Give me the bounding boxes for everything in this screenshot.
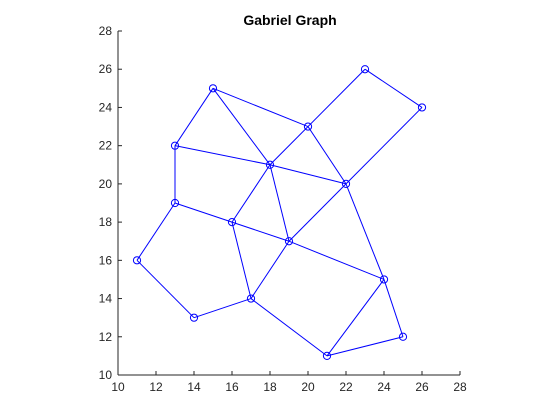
graph-node: [341, 179, 351, 188]
graph-edge: [174, 145, 271, 166]
graph-edge: [231, 221, 290, 242]
graph-edges: [136, 68, 423, 357]
graph-edge: [326, 279, 385, 357]
y-tick-label: 14: [99, 292, 113, 306]
chart-title: Gabriel Graph: [243, 12, 336, 28]
x-tick-label: 18: [263, 380, 277, 394]
y-tick-label: 22: [99, 139, 113, 153]
graph-edge: [212, 87, 309, 128]
graph-edge: [136, 259, 195, 319]
y-tick-label: 16: [99, 253, 113, 267]
y-tick-label: 28: [99, 24, 113, 38]
x-tick-label: 12: [149, 380, 163, 394]
graph-node: [303, 122, 313, 131]
graph-node: [132, 256, 142, 265]
x-tick-label: 14: [187, 380, 201, 394]
graph-edge: [231, 221, 252, 299]
graph-node: [208, 84, 218, 93]
graph-node: [417, 103, 427, 112]
graph-edge: [250, 240, 290, 299]
graph-edge: [174, 88, 214, 146]
graph-edge: [307, 126, 347, 185]
graph-edge: [345, 107, 423, 185]
x-tick-label: 24: [377, 380, 391, 394]
y-tick-label: 20: [99, 177, 113, 191]
graph-edge: [136, 202, 176, 261]
graph-nodes: [132, 65, 427, 360]
graph-node: [398, 332, 408, 341]
graph-node: [284, 237, 294, 246]
graph-edge: [269, 164, 347, 185]
graph-node: [170, 141, 180, 150]
graph-edge: [326, 336, 404, 357]
graph-node: [379, 275, 389, 284]
graph-node: [189, 313, 199, 322]
graph-node: [360, 65, 370, 74]
graph-node: [265, 160, 275, 169]
x-tick-label: 10: [111, 380, 125, 394]
y-tick-label: 10: [99, 368, 113, 382]
y-tick-label: 24: [99, 100, 113, 114]
x-tick-label: 22: [339, 380, 353, 394]
graph-edge: [269, 164, 290, 242]
x-tick-label: 26: [415, 380, 429, 394]
graph-edge: [250, 298, 328, 357]
graph-edge: [174, 202, 233, 223]
x-tick-label: 16: [225, 380, 239, 394]
graph-edge: [383, 279, 404, 337]
graph-node: [322, 351, 332, 360]
graph-node: [227, 218, 237, 227]
graph-edge: [212, 88, 271, 166]
axes: 10 12 14 16 18 20 22 24 26 28 10 12 14 16 18 20 22 24 26 28: [99, 24, 467, 394]
graph-edge: [307, 68, 366, 127]
graph-edge: [288, 183, 347, 242]
graph-edge: [269, 126, 309, 166]
y-tick-label: 12: [99, 330, 113, 344]
graph-node: [246, 294, 256, 303]
graph-edge: [345, 183, 385, 280]
graph-node: [170, 198, 180, 208]
graph-edge: [288, 240, 385, 280]
y-tick-label: 26: [99, 62, 113, 76]
x-tick-label: 28: [453, 380, 467, 394]
graph-edge: [193, 298, 252, 319]
y-tick-label: 18: [99, 215, 113, 229]
graph-edge: [364, 68, 423, 108]
x-tick-label: 20: [301, 380, 315, 394]
graph-edge: [231, 164, 271, 223]
